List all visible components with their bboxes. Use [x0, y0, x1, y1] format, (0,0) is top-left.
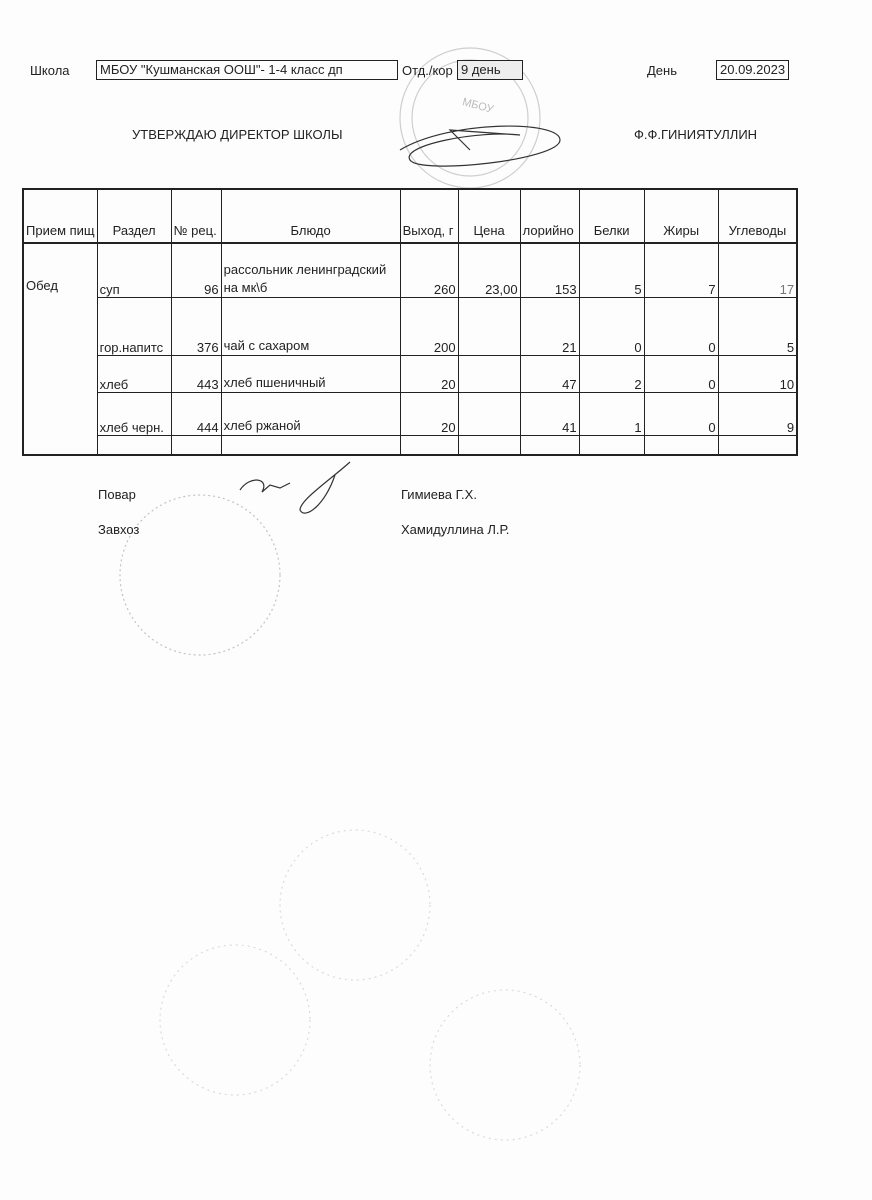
fat-cell: 7 — [643, 242, 719, 298]
protein-cell: 5 — [578, 242, 645, 298]
meal-cell: Обед — [22, 242, 98, 455]
dish-cell: хлеб ржаной — [220, 391, 401, 436]
recipe-cell: 443 — [170, 354, 222, 393]
fat-cell: 0 — [643, 354, 719, 393]
carbs-cell: 5 — [717, 296, 798, 356]
col-protein: Белки — [578, 188, 645, 244]
recipe-cell: 444 — [170, 391, 222, 436]
kcal-cell: 153 — [519, 242, 580, 298]
recipe-cell: 376 — [170, 296, 222, 356]
carbs-cell: 17 — [717, 242, 798, 298]
col-fat: Жиры — [643, 188, 719, 244]
kcal-cell: 21 — [519, 296, 580, 356]
director-name: Ф.Ф.ГИНИЯТУЛЛИН — [634, 127, 758, 142]
storekeeper-label: Завхоз — [98, 522, 140, 537]
table-row: Обед суп 96 рассольник ленинградский на … — [22, 242, 798, 455]
table-row: хлеб черн. 444 хлеб ржаной 20 41 1 0 9 — [23, 391, 798, 436]
kcal-cell: 47 — [519, 354, 580, 393]
table-header: Прием пищ Раздел № рец. Блюдо Выход, г Ц… — [22, 188, 798, 244]
dish-cell: хлеб пшеничный — [220, 354, 401, 393]
section-cell: хлеб — [96, 354, 172, 393]
col-yield: Выход, г — [399, 188, 459, 244]
fat-cell: 0 — [643, 391, 719, 436]
fat-cell: 0 — [643, 296, 719, 356]
table-row: хлеб 443 хлеб пшеничный 20 47 2 0 10 — [23, 354, 798, 393]
cook-label: Повар — [98, 487, 136, 502]
col-carbs: Углеводы — [717, 188, 798, 244]
col-dish: Блюдо — [220, 188, 401, 244]
seal-smudge — [119, 494, 281, 656]
day-field: 20.09.2023 — [716, 60, 790, 80]
approve-text: УТВЕРЖДАЮ ДИРЕКТОР ШКОЛЫ — [132, 127, 343, 142]
col-price: Цена — [457, 188, 521, 244]
cook-signature — [239, 461, 351, 514]
col-section: Раздел — [96, 188, 172, 244]
section-cell: хлеб черн. — [96, 391, 172, 436]
dish-cell: чай с сахаром — [220, 296, 401, 356]
price-cell — [457, 354, 521, 393]
protein-cell: 0 — [578, 296, 645, 356]
cook-name: Гимиева Г.Х. — [401, 487, 477, 502]
yield-cell: 20 — [399, 391, 459, 436]
recipe-cell: 96 — [170, 242, 222, 298]
table-row: гор.напитс 376 чай с сахаром 200 21 0 0 … — [23, 296, 798, 356]
table-row-empty — [23, 434, 798, 456]
section-cell: суп — [96, 242, 172, 298]
price-cell — [457, 391, 521, 436]
day-label: День — [647, 63, 677, 78]
price-cell: 23,00 — [457, 242, 521, 298]
menu-table: Прием пищ Раздел № рец. Блюдо Выход, г Ц… — [22, 188, 799, 456]
protein-cell: 1 — [578, 391, 645, 436]
director-signature — [399, 125, 561, 167]
storekeeper-name: Хамидуллина Л.Р. — [401, 522, 510, 537]
kcal-cell: 41 — [519, 391, 580, 436]
section-cell: гор.напитс — [96, 296, 172, 356]
seal-text: МБОУ — [460, 96, 495, 116]
dish-cell: рассольник ленинградский на мк\б — [220, 242, 401, 298]
dept-label: Отд./кор — [402, 63, 453, 78]
school-field: МБОУ "Кушманская ООШ"- 1-4 класс дп — [96, 60, 398, 80]
yield-cell: 200 — [399, 296, 459, 356]
col-meal: Прием пищ — [22, 188, 98, 244]
yield-cell: 260 — [399, 242, 459, 298]
school-label: Школа — [30, 63, 70, 78]
protein-cell: 2 — [578, 354, 645, 393]
col-recipe: № рец. — [170, 188, 222, 244]
col-kcal: лорийно — [519, 188, 580, 244]
yield-cell: 20 — [399, 354, 459, 393]
carbs-cell: 10 — [717, 354, 798, 393]
carbs-cell: 9 — [717, 391, 798, 436]
price-cell — [457, 296, 521, 356]
dept-field: 9 день — [457, 60, 523, 80]
